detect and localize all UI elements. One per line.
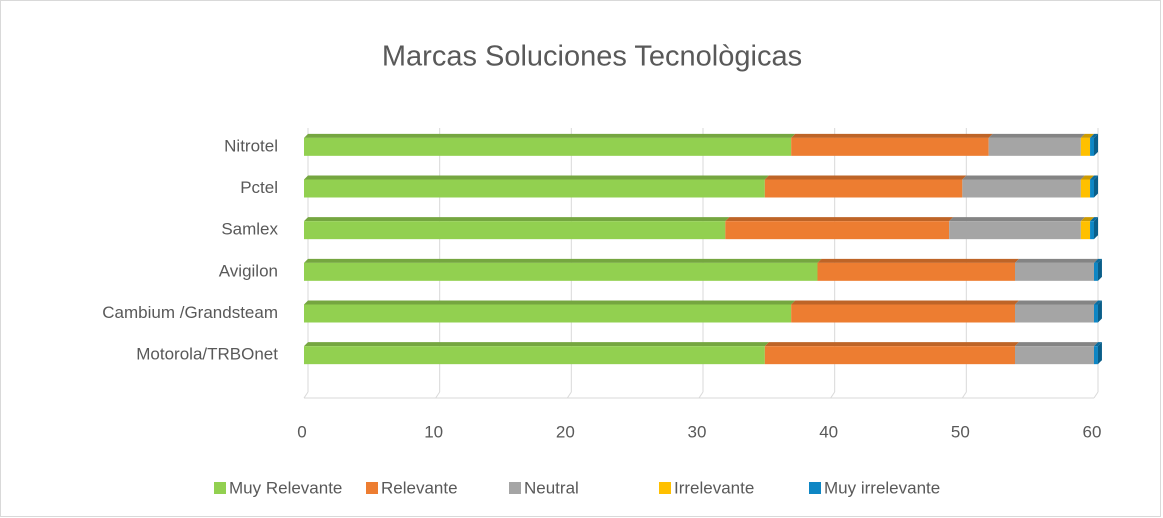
bar-segment <box>791 304 1015 323</box>
bar-segment <box>304 179 765 198</box>
bar-segment <box>791 137 989 156</box>
bar-top <box>764 342 1019 347</box>
y-tick-label: Cambium /Grandsteam <box>102 303 278 322</box>
grid-line <box>435 391 441 399</box>
bar-top <box>988 133 1085 138</box>
bar-segment <box>1094 346 1098 365</box>
bar-segment <box>1080 179 1091 198</box>
bar-segment <box>1094 304 1098 323</box>
grid-line <box>303 391 309 399</box>
bar-side <box>1094 175 1098 198</box>
bar-top <box>962 175 1085 180</box>
bar-top <box>304 175 769 180</box>
bar-segment <box>1015 262 1094 281</box>
bar-top <box>791 133 993 138</box>
bar-top <box>1015 342 1098 347</box>
legend-label: Neutral <box>524 478 579 497</box>
bar-segment <box>304 304 792 323</box>
legend-label: Muy Relevante <box>229 478 342 497</box>
grid-line <box>698 391 704 399</box>
bar-segment <box>962 179 1081 198</box>
x-tick-label: 50 <box>951 422 970 441</box>
bar-top <box>1080 217 1095 222</box>
bar-top <box>304 300 796 305</box>
bar-side <box>1094 217 1098 240</box>
bar-segment <box>1090 179 1094 198</box>
x-tick-label: 0 <box>297 422 306 441</box>
bar-top <box>1090 133 1098 138</box>
grid-line <box>830 391 836 399</box>
bar-top <box>1080 133 1095 138</box>
bar-segment <box>1015 346 1094 365</box>
bar-top <box>304 258 822 263</box>
chart-title: Marcas Soluciones Tecnològicas <box>382 41 802 73</box>
grid-line <box>566 391 572 399</box>
x-tick-label: 10 <box>424 422 443 441</box>
bar-side <box>1097 300 1102 323</box>
legend-swatch <box>509 482 521 494</box>
bar-segment <box>304 262 818 281</box>
legend-swatch <box>809 482 821 494</box>
bar-top <box>1090 217 1098 222</box>
bar-top <box>764 175 967 180</box>
grid-line <box>1093 391 1099 399</box>
bar-segment <box>1090 221 1094 240</box>
bar-segment <box>1080 137 1091 156</box>
bar-top <box>725 217 954 222</box>
legend-swatch <box>659 482 671 494</box>
bar-segment <box>764 346 1015 365</box>
bar-segment <box>1015 304 1094 323</box>
bar-segment <box>1090 137 1094 156</box>
bar-side <box>1097 258 1102 281</box>
bar-segment <box>949 221 1081 240</box>
x-tick-label: 20 <box>556 422 575 441</box>
x-tick-label: 40 <box>819 422 838 441</box>
legend-label: Irrelevante <box>674 478 754 497</box>
bar-segment <box>304 221 726 240</box>
grid-line <box>961 391 967 399</box>
bar-top <box>1094 342 1102 347</box>
bar-segment <box>764 179 963 198</box>
legend-label: Relevante <box>381 478 458 497</box>
legend-label: Muy irrelevante <box>824 478 940 497</box>
y-tick-label: Nitrotel <box>224 136 278 155</box>
bar-segment <box>988 137 1081 156</box>
bar-segment <box>1094 262 1098 281</box>
bar-top <box>949 217 1085 222</box>
y-tick-label: Avigilon <box>219 261 278 280</box>
bar-top <box>1094 300 1102 305</box>
bar-top <box>304 217 730 222</box>
x-tick-label: 60 <box>1083 422 1102 441</box>
y-tick-label: Samlex <box>221 220 278 239</box>
bar-top <box>304 342 769 347</box>
bar-top <box>817 258 1019 263</box>
bar-segment <box>1080 221 1091 240</box>
bar-top <box>1094 258 1102 263</box>
bar-top <box>1090 175 1098 180</box>
y-tick-label: Motorola/TRBOnet <box>136 345 278 364</box>
bar-top <box>1015 300 1098 305</box>
legend-swatch <box>366 482 378 494</box>
bar-top <box>791 300 1019 305</box>
bar-side <box>1094 133 1098 156</box>
x-tick-label: 30 <box>688 422 707 441</box>
bar-segment <box>817 262 1015 281</box>
bar-top <box>1015 258 1098 263</box>
bar-segment <box>304 346 765 365</box>
bar-segment <box>304 137 792 156</box>
bar-side <box>1097 342 1102 365</box>
legend-swatch <box>214 482 226 494</box>
bar-top <box>304 133 796 138</box>
bar-segment <box>725 221 950 240</box>
bar-top <box>1080 175 1095 180</box>
y-tick-label: Pctel <box>240 178 278 197</box>
